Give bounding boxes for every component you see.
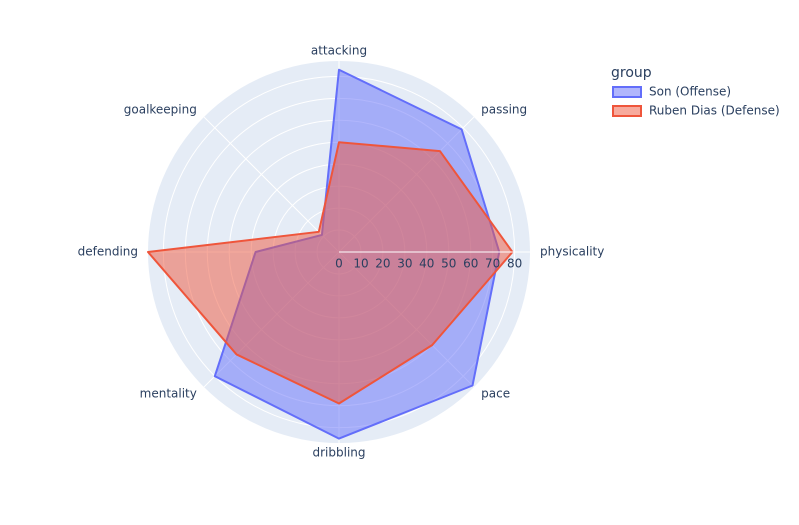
radar-area (147, 141, 514, 405)
r-tick-label: 60 (463, 257, 478, 271)
legend-swatch[interactable] (612, 105, 642, 117)
category-label: mentality (140, 387, 197, 401)
category-label: pace (481, 387, 510, 401)
r-tick-label: 50 (441, 257, 456, 271)
category-label: defending (78, 245, 138, 259)
category-label: physicality (540, 245, 604, 259)
legend-title: group (611, 65, 652, 81)
legend-label[interactable]: Ruben Dias (Defense) (649, 104, 780, 118)
category-label: passing (481, 102, 527, 116)
spoke (203, 116, 340, 253)
category-label: dribbling (312, 446, 365, 460)
r-tick-label: 70 (485, 257, 500, 271)
r-tick-label: 30 (397, 257, 412, 271)
category-label: goalkeeping (124, 102, 197, 116)
category-label: attacking (311, 44, 367, 58)
legend-swatch[interactable] (612, 86, 642, 98)
r-tick-label: 80 (507, 257, 522, 271)
legend-label[interactable]: Son (Offense) (649, 85, 731, 99)
r-tick-label: 20 (375, 257, 390, 271)
r-tick-label: 40 (419, 257, 434, 271)
r-tick-label: 10 (353, 257, 368, 271)
r-tick-label: 0 (335, 257, 343, 271)
